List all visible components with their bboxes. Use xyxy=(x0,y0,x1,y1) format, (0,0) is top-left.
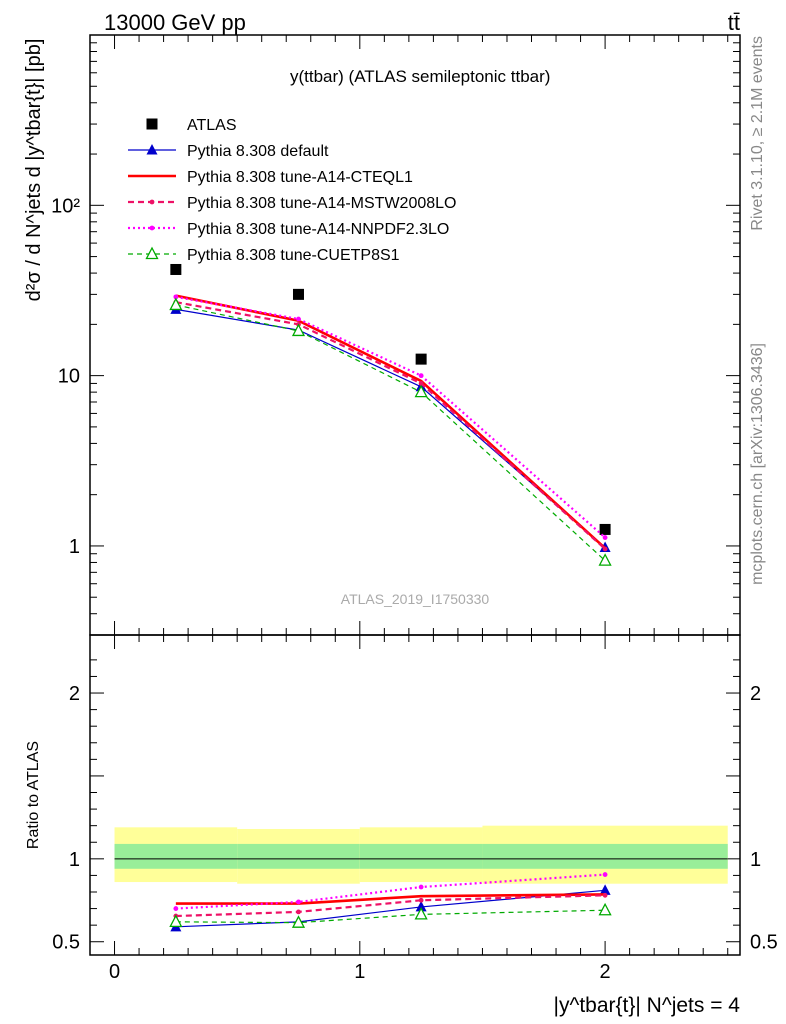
final-state-label: tt̄ xyxy=(728,10,740,35)
chart-title: y(ttbar) (ATLAS semileptonic ttbar) xyxy=(290,67,550,86)
ratio-pythia-8-308-default-line xyxy=(175,889,606,928)
ratio-pythia-8-308-tune-a14-mstw2008lo-point xyxy=(602,892,608,898)
legend-label: Pythia 8.308 tune-A14-NNPDF2.3LO xyxy=(187,221,449,238)
x-tick-label: 1 xyxy=(354,961,365,983)
series-atlas-point xyxy=(599,523,611,535)
analysis-id-label: ATLAS_2019_I1750330 xyxy=(341,591,490,607)
x-tick-label: 2 xyxy=(600,961,611,983)
y-tick-label: 10² xyxy=(51,195,80,217)
ratio-pythia-8-308-tune-a14-nnpdf2-3lo-point xyxy=(418,884,424,890)
series-pythia-8-308-tune-a14-nnpdf2-3lo-point xyxy=(296,316,301,322)
legend-label: Pythia 8.308 tune-A14-MSTW2008LO xyxy=(187,195,456,212)
legend-marker xyxy=(149,199,155,205)
legend-marker xyxy=(149,225,155,231)
legend-marker xyxy=(146,144,158,155)
legend-label: Pythia 8.308 default xyxy=(187,143,329,160)
rivet-version-label: Rivet 3.1.10, ≥ 2.1M events xyxy=(749,36,766,231)
legend: ATLAS Pythia 8.308 default Pythia 8.308 tu… xyxy=(128,117,456,264)
uncertainty-band-inner xyxy=(114,843,238,869)
series-atlas-point xyxy=(170,263,182,275)
ratio-pythia-8-308-default-point xyxy=(415,900,427,912)
ratio-pythia-8-308-default-point xyxy=(599,884,611,895)
ratio-pythia-8-308-tune-a14-nnpdf2-3lo-point xyxy=(173,906,179,911)
process-label: 13000 GeV pp xyxy=(104,10,246,35)
ratio-pythia-8-308-tune-cuetp8s1-point xyxy=(598,902,612,916)
ratio-pythia-8-308-tune-a14-nnpdf2-3lo-line xyxy=(175,873,606,910)
ratio-pythia-8-308-tune-a14-mstw2008lo-point xyxy=(296,909,301,915)
ratio-pythia-8-308-tune-a14-cteql1-line xyxy=(175,893,606,905)
y-tick-label-ratio: 0.5 xyxy=(52,932,80,954)
legend-label: ATLAS xyxy=(187,117,237,134)
mcplots-label: mcplots.cern.ch [arXiv:1306.3436] xyxy=(749,343,766,585)
x-axis-label: |y^tbar{t}| N^jets = 4 xyxy=(554,994,741,1017)
ratio-pythia-8-308-tune-cuetp8s1-point xyxy=(169,914,183,927)
ratio-pythia-8-308-tune-cuetp8s1-point xyxy=(414,906,428,920)
uncertainty-band-inner xyxy=(359,843,483,869)
y-tick-label-ratio: 2 xyxy=(69,683,80,705)
series-pythia-8-308-tune-a14-cteql1-line xyxy=(175,294,606,550)
series-pythia-8-308-default-line xyxy=(175,308,606,548)
series-pythia-8-308-tune-a14-nnpdf2-3lo-point xyxy=(602,535,608,540)
uncertainty-band-inner xyxy=(482,843,728,869)
legend-label: Pythia 8.308 tune-CUETP8S1 xyxy=(187,247,400,264)
legend-marker xyxy=(145,246,159,260)
legend-label: Pythia 8.308 tune-A14-CTEQL1 xyxy=(187,169,413,186)
series-atlas-point xyxy=(292,288,304,300)
y-tick-label-ratio-right: 0.5 xyxy=(750,932,778,954)
ratio-pythia-8-308-tune-a14-mstw2008lo-point xyxy=(418,897,424,903)
y-tick-label-ratio-right: 1 xyxy=(750,849,761,871)
series-pythia-8-308-tune-cuetp8s1-point xyxy=(291,323,306,337)
x-tick-label: 0 xyxy=(109,961,120,983)
ratio-plot-frame xyxy=(89,634,741,956)
series-pythia-8-308-tune-a14-nnpdf2-3lo-point xyxy=(418,373,424,379)
ratio-plot-area: 0.5 0.5 1 1 2 2 xyxy=(52,635,778,955)
ratio-pythia-8-308-tune-a14-nnpdf2-3lo-point xyxy=(602,872,608,877)
series-pythia-8-308-tune-cuetp8s1-point xyxy=(169,297,183,311)
main-plot-area: 1 10 10² xyxy=(51,34,740,636)
series-pythia-8-308-tune-a14-mstw2008lo-line xyxy=(175,301,606,550)
series-pythia-8-308-tune-cuetp8s1-line xyxy=(175,304,606,562)
uncertainty-band-inner xyxy=(237,843,360,869)
series-atlas-point xyxy=(415,353,427,365)
y-tick-label: 1 xyxy=(69,536,80,558)
y-tick-label: 10 xyxy=(58,366,80,388)
series-pythia-8-308-tune-a14-nnpdf2-3lo-point xyxy=(173,294,179,300)
y-tick-label-ratio-right: 2 xyxy=(750,683,761,705)
series-pythia-8-308-tune-cuetp8s1-point xyxy=(598,553,612,566)
ratio-y-axis-label: Ratio to ATLAS xyxy=(25,741,42,849)
ratio-pythia-8-308-tune-a14-mstw2008lo-line xyxy=(175,894,606,918)
ratio-pythia-8-308-tune-cuetp8s1-line xyxy=(175,909,606,924)
series-pythia-8-308-tune-a14-mstw2008lo-point xyxy=(418,381,424,386)
y-tick-label-ratio: 1 xyxy=(69,849,80,871)
legend-marker xyxy=(146,118,158,130)
series-pythia-8-308-tune-cuetp8s1-point xyxy=(414,384,428,398)
ratio-pythia-8-308-tune-a14-nnpdf2-3lo-point xyxy=(296,899,301,905)
main-y-axis-label: d²σ / d N^jets d |y^tbar{t}| [pb] xyxy=(23,39,45,302)
series-pythia-8-308-tune-a14-mstw2008lo-point xyxy=(602,546,608,552)
ratio-pythia-8-308-tune-cuetp8s1-point xyxy=(291,915,306,928)
